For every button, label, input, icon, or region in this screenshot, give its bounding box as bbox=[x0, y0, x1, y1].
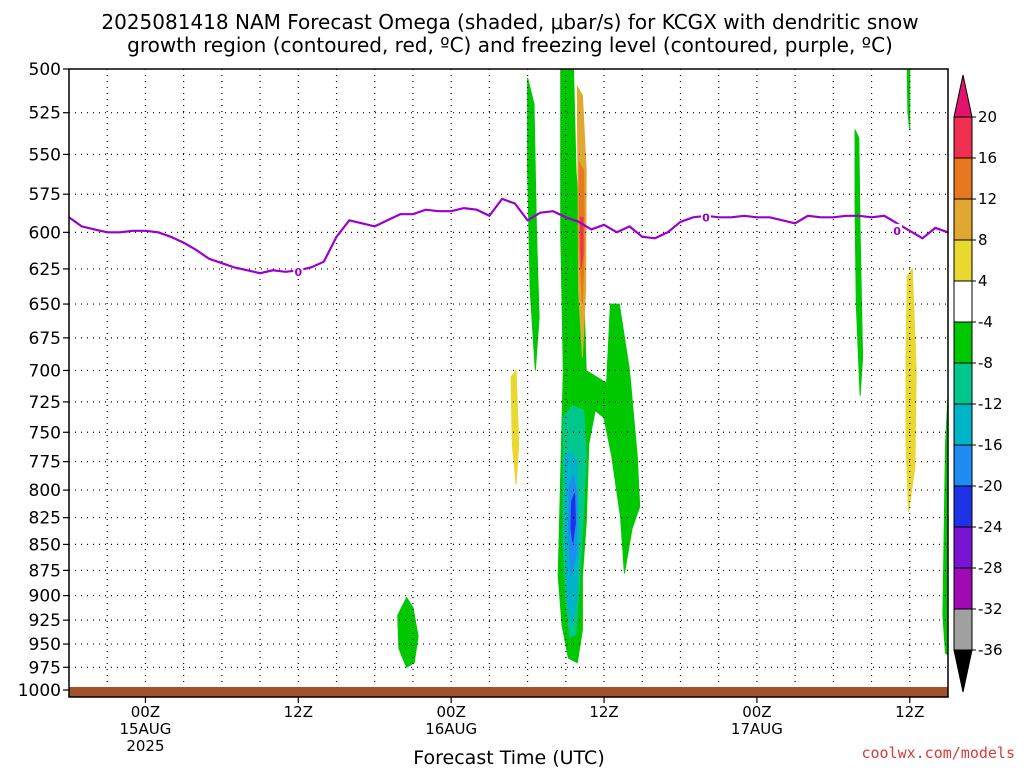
colorbar-bin bbox=[953, 198, 973, 241]
colorbar-label: -8 bbox=[978, 354, 993, 372]
colorbar-bin bbox=[953, 239, 973, 282]
omega-region-10 bbox=[397, 596, 419, 669]
colorbar-bin bbox=[953, 485, 973, 528]
chart-title-line-1: 2025081418 NAM Forecast Omega (shaded, μ… bbox=[101, 10, 918, 34]
colorbar-label: -24 bbox=[978, 518, 1003, 536]
ground-surface bbox=[69, 687, 948, 697]
y-tick-label: 650 bbox=[29, 295, 61, 315]
y-axis-ticks: 500 525 550 575 600 625 650 675 700 725 750 775 800 8… bbox=[18, 60, 69, 701]
x-tick-label: 12Z bbox=[284, 703, 313, 721]
colorbar-label: 12 bbox=[978, 190, 997, 208]
x-axis-ticks: 00Z15AUG202512Z00Z16AUG12Z00Z17AUG12Z00Z… bbox=[119, 697, 924, 755]
omega-region-11 bbox=[854, 129, 864, 396]
colorbar-label: -12 bbox=[978, 395, 1003, 413]
colorbar-label: -32 bbox=[978, 600, 1003, 618]
y-tick-label: 750 bbox=[29, 423, 61, 443]
colorbar-bin bbox=[953, 567, 973, 610]
colorbar-label: 4 bbox=[978, 272, 988, 290]
omega-region-14 bbox=[942, 385, 948, 656]
y-tick-label: 900 bbox=[29, 587, 61, 607]
y-tick-label: 1000 bbox=[18, 681, 61, 701]
freezing-level-label-0: 0 bbox=[294, 266, 302, 279]
freezing-level-contour: 0 0 0 bbox=[69, 197, 948, 279]
colorbar-label: 20 bbox=[978, 108, 997, 126]
freezing-label-bg bbox=[293, 264, 304, 278]
colorbar-label: 8 bbox=[978, 231, 988, 249]
y-tick-label: 800 bbox=[29, 481, 61, 501]
freezing-level-line bbox=[69, 197, 948, 275]
colorbar-label: -36 bbox=[978, 641, 1003, 659]
colorbar-bin bbox=[953, 403, 973, 446]
y-tick-label: 950 bbox=[29, 635, 61, 655]
x-tick-label: 00Z bbox=[436, 703, 465, 721]
x-tick-label: 00Z bbox=[131, 703, 160, 721]
colorbar-label: 16 bbox=[978, 149, 997, 167]
omega-region-13 bbox=[905, 267, 917, 513]
x-tick-label: 12Z bbox=[589, 703, 618, 721]
y-tick-label: 775 bbox=[29, 453, 61, 473]
colorbar-bin bbox=[953, 362, 973, 405]
grid-lines bbox=[69, 69, 948, 687]
omega-region-8 bbox=[579, 216, 584, 269]
freezing-label-bg bbox=[700, 210, 711, 224]
omega-region-0 bbox=[527, 77, 540, 371]
y-tick-label: 825 bbox=[29, 509, 61, 529]
colorbar-bin bbox=[953, 608, 973, 651]
colorbar-bottom-cap bbox=[953, 649, 973, 693]
colorbar-bin bbox=[953, 444, 973, 487]
y-tick-label: 550 bbox=[29, 145, 61, 165]
y-tick-label: 875 bbox=[29, 561, 61, 581]
x-tick-label: 12Z bbox=[895, 703, 924, 721]
freezing-label-bg bbox=[892, 223, 903, 237]
x-tick-label: 00Z bbox=[742, 703, 771, 721]
y-tick-label: 925 bbox=[29, 611, 61, 631]
colorbar-label: -4 bbox=[978, 313, 993, 331]
y-tick-label: 725 bbox=[29, 393, 61, 413]
colorbar-label: -28 bbox=[978, 559, 1003, 577]
x-tick-label: 16AUG bbox=[425, 720, 477, 738]
chart-title-line-2: growth region (contoured, red, ºC) and f… bbox=[127, 33, 893, 57]
colorbar-bin bbox=[953, 116, 973, 159]
plot-frame bbox=[68, 68, 949, 698]
y-tick-label: 500 bbox=[29, 60, 61, 80]
y-tick-label: 700 bbox=[29, 361, 61, 381]
colorbar-bin bbox=[953, 280, 973, 323]
omega-shading bbox=[397, 69, 948, 669]
y-tick-label: 975 bbox=[29, 658, 61, 678]
omega-region-9 bbox=[510, 369, 520, 485]
y-tick-label: 625 bbox=[29, 260, 61, 280]
x-tick-label: 15AUG bbox=[119, 720, 171, 738]
x-tick-label: 2025 bbox=[126, 737, 164, 755]
colorbar-label: -16 bbox=[978, 436, 1003, 454]
site-credit: coolwx.com/models bbox=[861, 744, 1015, 762]
y-tick-label: 850 bbox=[29, 535, 61, 555]
colorbar-bin bbox=[953, 321, 973, 364]
y-tick-label: 600 bbox=[29, 223, 61, 243]
freezing-level-label-1: 0 bbox=[702, 211, 710, 224]
y-tick-label: 525 bbox=[29, 104, 61, 124]
colorbar-label: -20 bbox=[978, 477, 1003, 495]
y-tick-label: 675 bbox=[29, 329, 61, 349]
colorbar-top-cap bbox=[953, 74, 973, 118]
colorbar-bin bbox=[953, 157, 973, 200]
colorbar: 20 16 12 8 4 -4 -8 -12 -16 -20 -24 -28 -32 -36 bbox=[953, 74, 1003, 693]
colorbar-bin bbox=[953, 526, 973, 569]
y-tick-label: 575 bbox=[29, 185, 61, 205]
freezing-level-label-2: 0 bbox=[893, 225, 901, 238]
x-axis-label: Forecast Time (UTC) bbox=[413, 747, 604, 768]
x-tick-label: 17AUG bbox=[731, 720, 783, 738]
